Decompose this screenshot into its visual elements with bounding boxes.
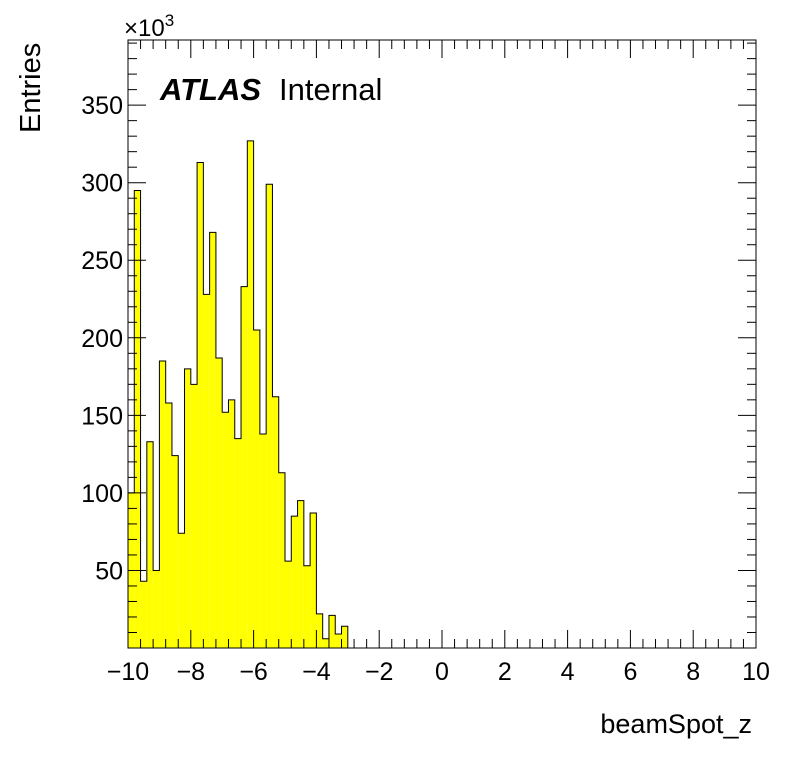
x-tick-labels: −10 −8 −6 −4 −2 0 2 4 6 8 10 [107,658,770,686]
histogram-bar [153,570,160,648]
x-tick-label: 4 [561,658,575,686]
histogram-bar [203,294,210,648]
histogram-bars [128,140,348,648]
histogram-bar [140,581,147,648]
histogram-bar [278,472,285,648]
histogram-bar [215,357,223,648]
histogram-bar [190,384,198,648]
histogram-bar [247,140,254,648]
histogram-outline [127,140,349,648]
histogram-bar [234,438,242,648]
histogram-bar [209,232,216,648]
histogram-bar [165,402,172,648]
histogram-bar [297,500,304,648]
histogram-bar [228,399,235,648]
histogram-bar [328,615,336,648]
x-tick-label: −8 [177,658,206,686]
y-tick-label: 300 [81,170,123,198]
x-tick-label: −2 [365,658,394,686]
histogram-bar [335,634,342,648]
histogram-bar [184,368,191,648]
y-tick-label: 250 [81,247,123,275]
x-tick-label: −6 [239,658,268,686]
histogram-bar [259,433,267,648]
histogram-bar [178,533,185,648]
x-tick-label: 0 [435,658,449,686]
y-tick-label: 350 [81,92,123,120]
y-multiplier: ×103 [124,11,174,42]
histogram-bar [303,565,311,648]
histogram-bar [146,441,154,648]
x-tick-label: 2 [498,658,512,686]
histogram-bar [322,638,329,648]
histogram-bar [159,361,166,648]
histogram-bar [222,412,229,648]
histogram-bar [197,162,204,648]
atlas-label: ATLAS Internal [159,72,382,107]
y-axis-label: Entries [15,43,47,133]
y-tick-label: 200 [81,325,123,353]
y-tick-label: 100 [81,480,123,508]
histogram-bar [253,330,260,648]
histogram-bar [310,513,317,648]
y-tick-label: 50 [95,557,123,585]
x-tick-label: −10 [107,658,149,686]
y-tick-labels: 50 100 150 200 250 300 350 [81,92,123,585]
x-tick-label: 10 [742,658,770,686]
x-axis-label: beamSpot_z [600,709,752,739]
histogram-bar [285,561,292,648]
axis-ticks [127,40,757,649]
histogram-bar [241,286,248,648]
histogram-bar [266,184,273,648]
histogram-bar [291,516,298,648]
histogram-bar [316,613,323,648]
histogram-bar [134,190,141,648]
x-tick-label: 6 [623,658,637,686]
histogram-bar [272,396,279,648]
histogram-bar [341,626,348,648]
histogram-bar [171,455,179,648]
y-tick-label: 150 [81,402,123,430]
x-tick-label: 8 [686,658,700,686]
x-tick-label: −4 [302,658,331,686]
